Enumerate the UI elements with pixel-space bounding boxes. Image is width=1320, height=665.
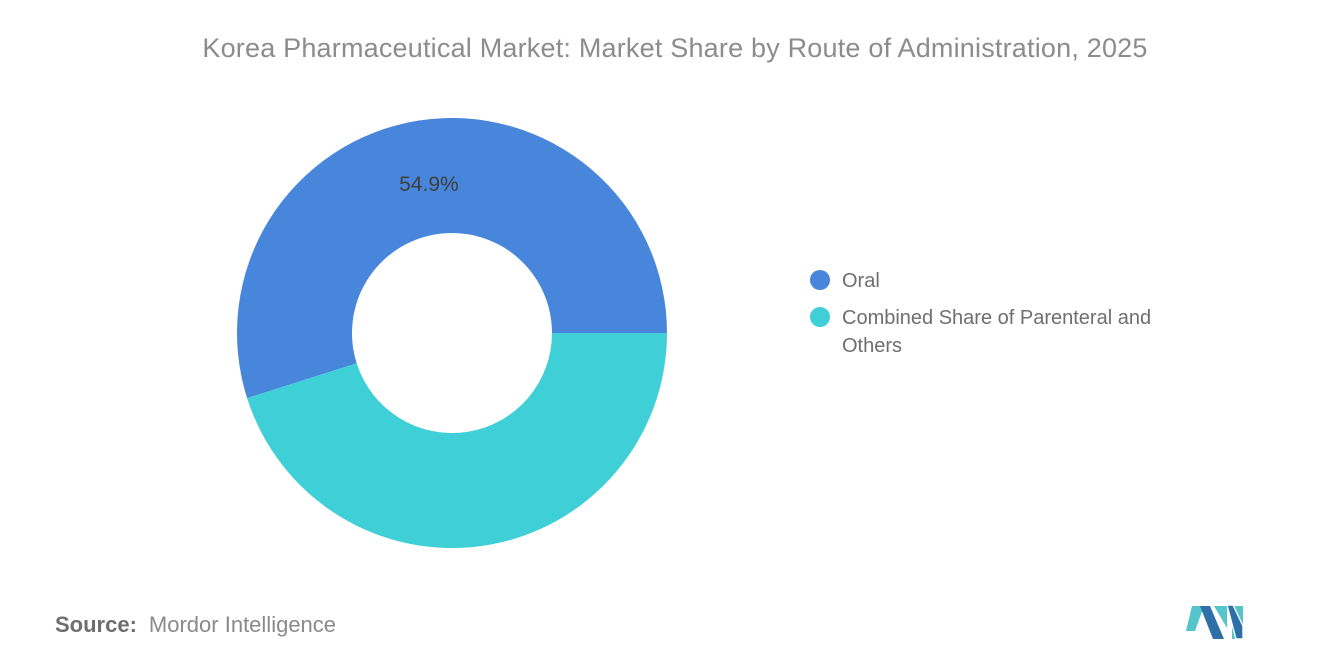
legend-item-oral[interactable]: Oral — [810, 267, 1190, 295]
source-line: Source: Mordor Intelligence — [55, 611, 336, 639]
donut-chart: 54.9% — [237, 117, 668, 548]
logo-middle-teal-triangle — [1214, 606, 1227, 628]
source-label: Source: — [55, 612, 137, 637]
mordor-intelligence-logo — [1186, 604, 1244, 640]
legend-marker-oral-icon[interactable] — [810, 270, 830, 290]
source-value: Mordor Intelligence — [148, 612, 337, 637]
chart-title: Korea Pharmaceutical Market: Market Shar… — [202, 33, 1148, 63]
legend-label-parenteral-others: Combined Share of Parenteral and Others — [842, 307, 1152, 357]
logo-left-teal-stroke — [1186, 606, 1204, 631]
logo-blue-slash — [1226, 604, 1244, 640]
legend-label-oral: Oral — [842, 270, 880, 292]
legend-marker-parenteral-others-icon[interactable] — [810, 307, 830, 327]
pie-slice-combined[interactable] — [247, 333, 668, 548]
legend-item-parenteral-others[interactable]: Combined Share of Parenteral and Others — [810, 304, 1190, 360]
donut-chart-svg: 54.9% — [237, 117, 668, 548]
logo-main-blue-stroke — [1200, 606, 1224, 639]
chart-legend: Oral Combined Share of Parenteral and Ot… — [810, 267, 1190, 360]
pie-slice-oral[interactable] — [237, 117, 667, 399]
slice-data-label: 54.9% — [399, 173, 459, 196]
